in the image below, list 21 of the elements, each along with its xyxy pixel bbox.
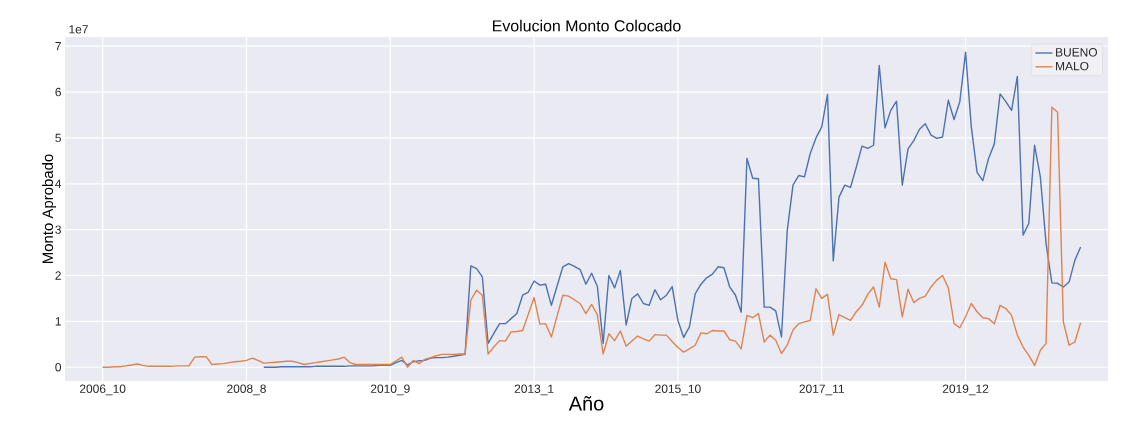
y-tick-label: 1 bbox=[55, 317, 61, 326]
y-tick-label: 4 bbox=[55, 179, 62, 188]
text: 1e7 bbox=[69, 25, 88, 34]
y-tick-label: 3 bbox=[55, 225, 61, 234]
y-tick-label: 0 bbox=[55, 363, 62, 372]
x-axis-title: Año bbox=[568, 396, 604, 411]
y-tick-label: 2 bbox=[55, 271, 61, 280]
y-axis-title: Monto Aprobado bbox=[42, 154, 56, 264]
chart-title: Evolucion Monto Colocado bbox=[493, 19, 681, 32]
y-tick-label: 7 bbox=[55, 42, 61, 51]
x-tick-label: 2010_9 bbox=[370, 384, 410, 396]
x-tick-label: 2017_11 bbox=[799, 384, 844, 396]
x-tick-label: 2019_12 bbox=[942, 384, 989, 396]
x-tick-label: 2013_1 bbox=[514, 384, 554, 396]
legend-label: MALO bbox=[1056, 61, 1089, 71]
y-tick-label: 5 bbox=[55, 133, 61, 143]
y-tick-label: 6 bbox=[55, 87, 61, 97]
x-tick-label: 2006_10 bbox=[79, 384, 126, 396]
legend-label: BUENO bbox=[1056, 48, 1098, 57]
x-tick-label: 2015_10 bbox=[655, 384, 701, 396]
x-tick-label: 2008_8 bbox=[227, 384, 266, 396]
